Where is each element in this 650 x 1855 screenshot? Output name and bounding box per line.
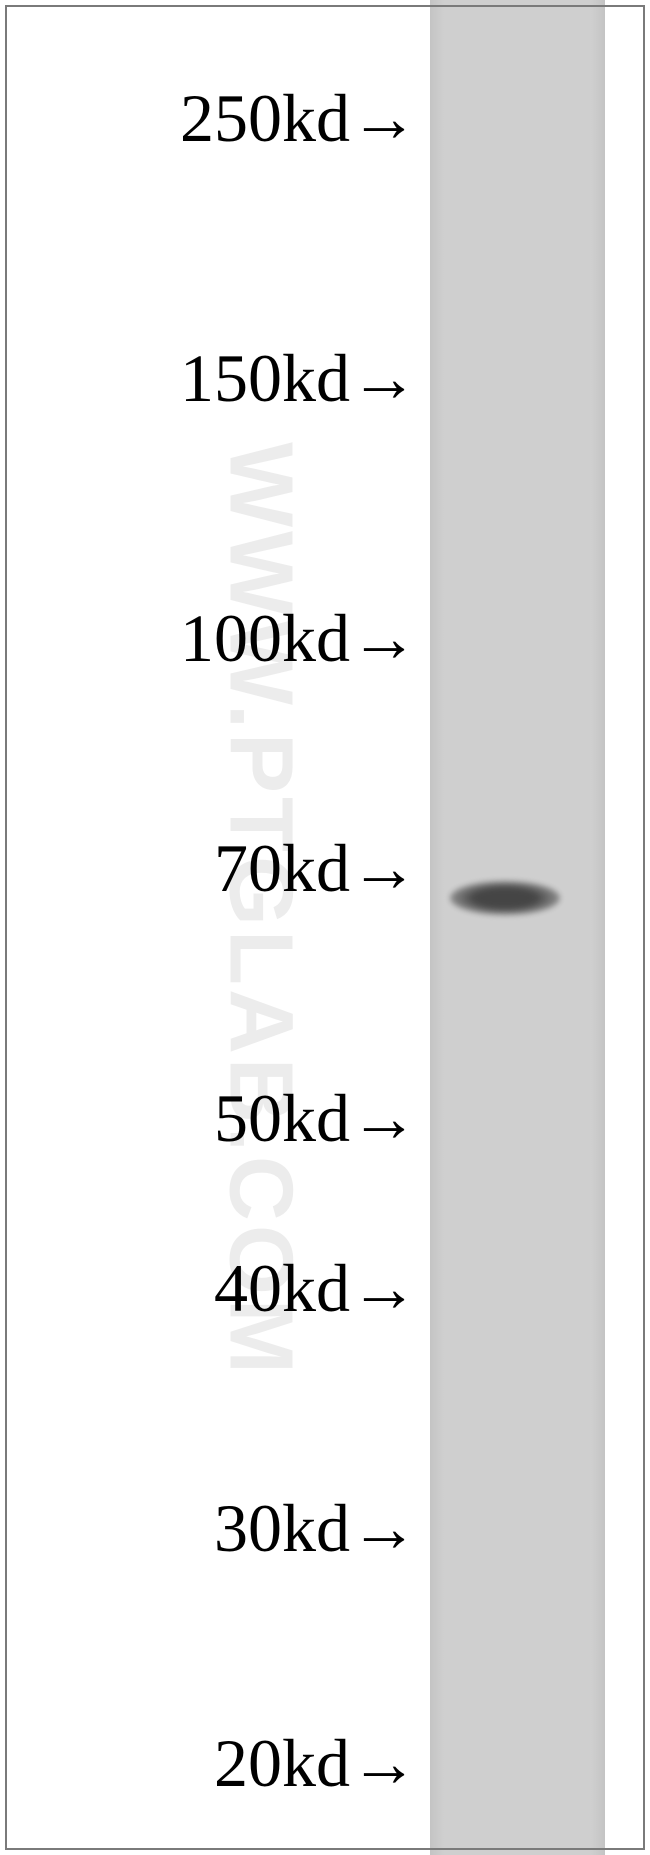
watermark-text: WWW.PTGLAB.COM xyxy=(209,442,312,1378)
marker-label: 250kd→ xyxy=(180,79,418,158)
marker-label: 50kd→ xyxy=(214,1079,418,1158)
marker-label: 40kd→ xyxy=(214,1249,418,1328)
marker-label: 20kd→ xyxy=(214,1724,418,1803)
marker-label: 30kd→ xyxy=(214,1489,418,1568)
marker-label: 100kd→ xyxy=(180,599,418,678)
blot-container: WWW.PTGLAB.COM 250kd→ 150kd→ 100kd→ 70kd→ 50… xyxy=(0,0,650,1855)
blot-lane xyxy=(430,0,605,1855)
marker-label: 70kd→ xyxy=(214,829,418,908)
protein-band xyxy=(450,881,560,915)
marker-label: 150kd→ xyxy=(180,339,418,418)
